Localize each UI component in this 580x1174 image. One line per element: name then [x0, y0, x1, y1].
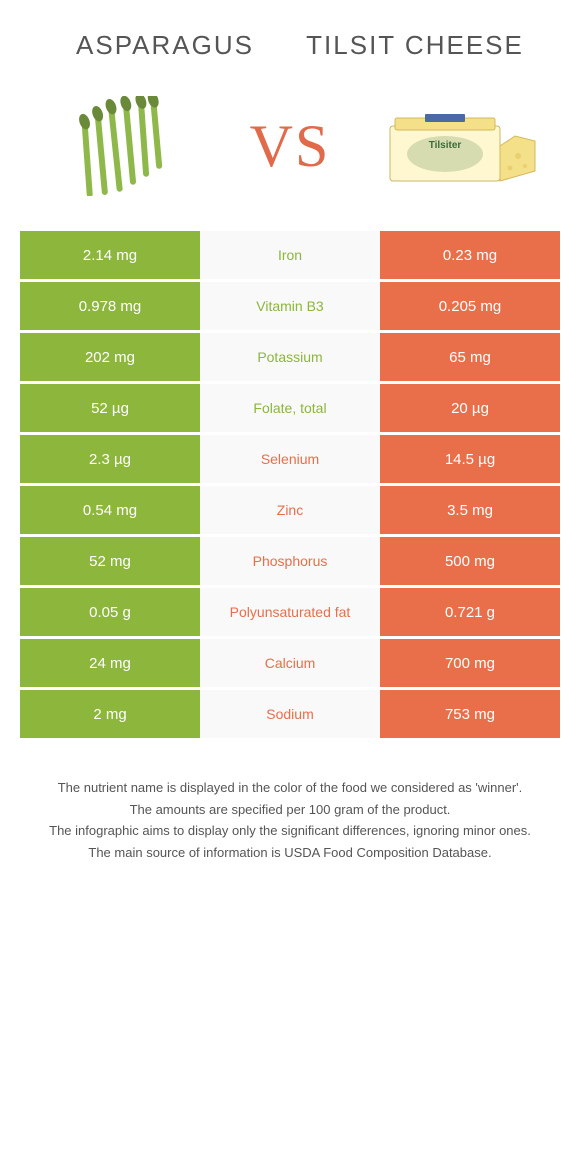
left-food-title: ASPARAGUS [40, 30, 290, 61]
right-value: 500 mg [380, 537, 560, 585]
nutrient-name: Sodium [200, 690, 380, 738]
vs-label: VS [250, 112, 331, 181]
nutrient-name: Polyunsaturated fat [200, 588, 380, 636]
left-value: 0.05 g [20, 588, 200, 636]
right-value: 20 µg [380, 384, 560, 432]
left-value: 2.3 µg [20, 435, 200, 483]
footer-line: The main source of information is USDA F… [30, 843, 550, 863]
table-row: 52 µgFolate, total20 µg [20, 384, 560, 432]
header: ASPARAGUS TILSIT CHEESE [0, 0, 580, 81]
left-value: 202 mg [20, 333, 200, 381]
left-value: 2 mg [20, 690, 200, 738]
right-food-title: TILSIT CHEESE [290, 30, 540, 61]
nutrient-name: Folate, total [200, 384, 380, 432]
right-value: 700 mg [380, 639, 560, 687]
table-row: 2.3 µgSelenium14.5 µg [20, 435, 560, 483]
right-value: 0.721 g [380, 588, 560, 636]
images-row: VS Tilsiter [0, 81, 580, 231]
right-value: 753 mg [380, 690, 560, 738]
nutrient-name: Vitamin B3 [200, 282, 380, 330]
right-value: 0.205 mg [380, 282, 560, 330]
nutrient-name: Potassium [200, 333, 380, 381]
footer-line: The nutrient name is displayed in the co… [30, 778, 550, 798]
nutrient-name: Iron [200, 231, 380, 279]
nutrient-name: Selenium [200, 435, 380, 483]
table-row: 0.978 mgVitamin B30.205 mg [20, 282, 560, 330]
footer-notes: The nutrient name is displayed in the co… [30, 778, 550, 862]
svg-text:Tilsiter: Tilsiter [429, 140, 462, 151]
footer-line: The amounts are specified per 100 gram o… [30, 800, 550, 820]
table-row: 52 mgPhosphorus500 mg [20, 537, 560, 585]
table-row: 24 mgCalcium700 mg [20, 639, 560, 687]
table-row: 0.54 mgZinc3.5 mg [20, 486, 560, 534]
asparagus-icon [40, 91, 200, 201]
left-value: 52 mg [20, 537, 200, 585]
right-value: 65 mg [380, 333, 560, 381]
left-value: 24 mg [20, 639, 200, 687]
left-value: 0.54 mg [20, 486, 200, 534]
cheese-icon: Tilsiter [380, 91, 540, 201]
nutrient-name: Calcium [200, 639, 380, 687]
right-value: 3.5 mg [380, 486, 560, 534]
left-value: 0.978 mg [20, 282, 200, 330]
right-value: 14.5 µg [380, 435, 560, 483]
left-value: 2.14 mg [20, 231, 200, 279]
right-value: 0.23 mg [380, 231, 560, 279]
nutrient-name: Zinc [200, 486, 380, 534]
table-row: 202 mgPotassium65 mg [20, 333, 560, 381]
table-row: 2 mgSodium753 mg [20, 690, 560, 738]
table-row: 0.05 gPolyunsaturated fat0.721 g [20, 588, 560, 636]
nutrient-table: 2.14 mgIron0.23 mg0.978 mgVitamin B30.20… [20, 231, 560, 738]
footer-line: The infographic aims to display only the… [30, 821, 550, 841]
left-value: 52 µg [20, 384, 200, 432]
table-row: 2.14 mgIron0.23 mg [20, 231, 560, 279]
nutrient-name: Phosphorus [200, 537, 380, 585]
